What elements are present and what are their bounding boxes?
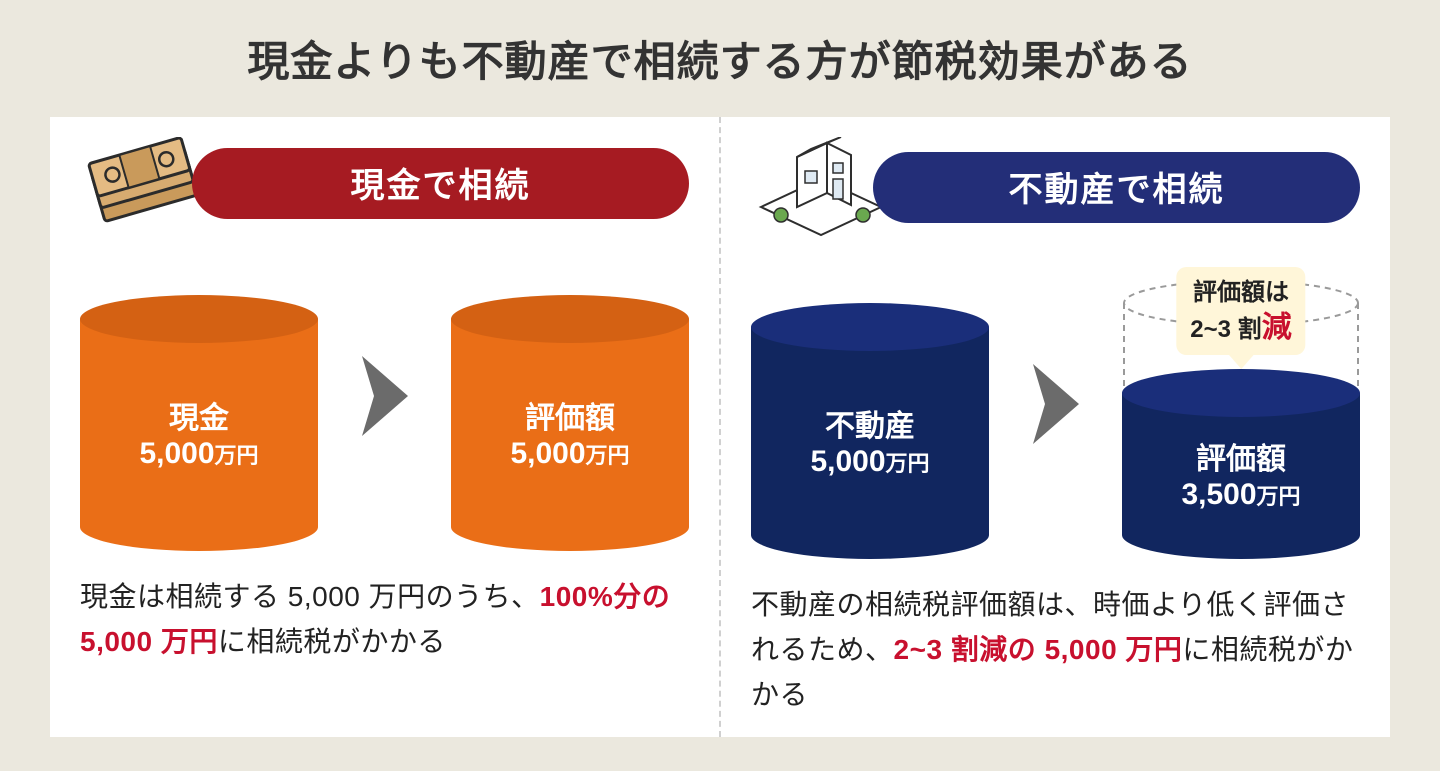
caption-realestate: 不動産の相続税評価額は、時価より低く評価されるため、2~3 割減の 5,000 … [751, 583, 1360, 717]
panel-realestate: 不動産で相続 不動産 5,000万円 [721, 117, 1390, 737]
realestate-cylinder-valuation-wrap: 評価額は 2~3 割減 評価額 3,500万円 [1122, 279, 1360, 559]
cash-cylinder-valuation: 評価額 5,000万円 [451, 295, 689, 551]
cash-icon [80, 137, 210, 229]
caption-cash: 現金は相続する 5,000 万円のうち、100%分の 5,000 万円に相続税が… [80, 575, 689, 665]
cyl-line2: 5,000万円 [139, 437, 258, 471]
realestate-cylinder-source: 不動産 5,000万円 [751, 303, 989, 559]
pill-realestate: 不動産で相続 [873, 152, 1360, 223]
cylinder-label: 評価額 3,500万円 [1122, 369, 1360, 559]
panels-row: 現金で相続 現金 5,000万円 [50, 117, 1390, 737]
cyl-line1: 現金 [169, 393, 229, 437]
panel-realestate-head: 不動産で相続 [751, 137, 1360, 237]
cyl-line1: 評価額 [525, 393, 615, 437]
house-icon [751, 137, 891, 237]
cyl-line2: 5,000万円 [810, 445, 929, 479]
pill-cash: 現金で相続 [192, 148, 689, 219]
diagram-realestate: 不動産 5,000万円 評価額は 2~3 [751, 249, 1360, 559]
panel-cash: 現金で相続 現金 5,000万円 [50, 117, 721, 737]
cyl-line2: 5,000万円 [510, 437, 629, 471]
cylinder-label: 不動産 5,000万円 [751, 303, 989, 559]
cyl-line1: 不動産 [825, 401, 915, 445]
cyl-line2: 3,500万円 [1181, 478, 1300, 512]
page-title: 現金よりも不動産で相続する方が節税効果がある [50, 28, 1390, 89]
arrow-icon [1031, 362, 1081, 446]
infographic-page: 現金よりも不動産で相続する方が節税効果がある 現金で相続 [0, 0, 1440, 771]
cylinder-label: 評価額 5,000万円 [451, 295, 689, 551]
panel-cash-head: 現金で相続 [80, 137, 689, 229]
realestate-cylinder-valuation: 評価額 3,500万円 [1122, 369, 1360, 559]
cylinder-label: 現金 5,000万円 [80, 295, 318, 551]
reduction-bubble: 評価額は 2~3 割減 [1176, 267, 1305, 355]
diagram-cash: 現金 5,000万円 評価額 5,000万円 [80, 241, 689, 551]
cash-cylinder-source: 現金 5,000万円 [80, 295, 318, 551]
arrow-icon [360, 354, 410, 438]
cyl-line1: 評価額 [1196, 434, 1286, 478]
